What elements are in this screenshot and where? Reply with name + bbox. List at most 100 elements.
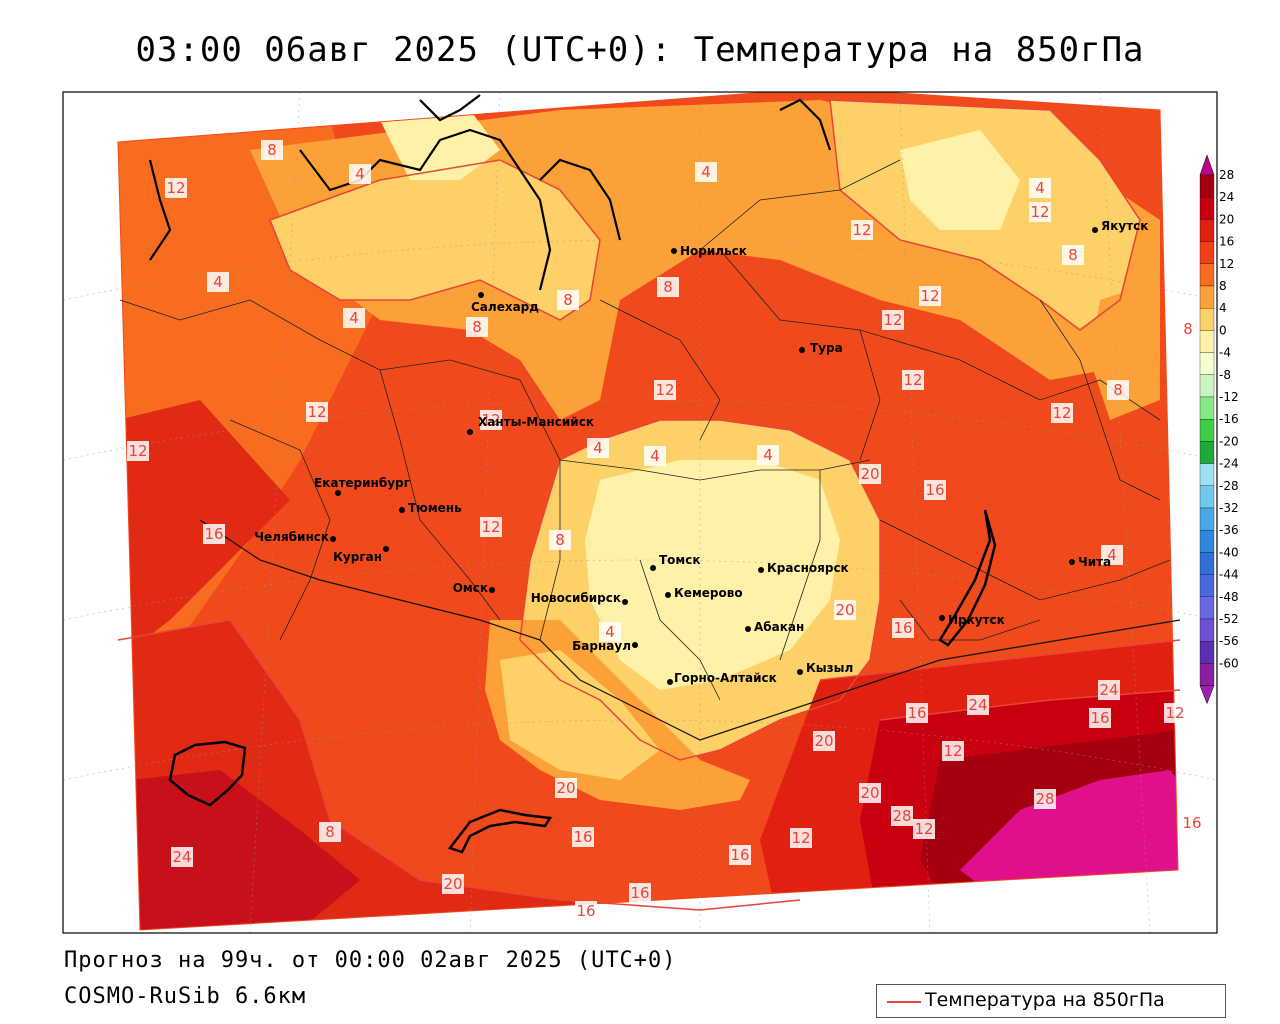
legend-label: Температура на 850гПа	[925, 989, 1165, 1011]
isotherm-label: 8	[267, 141, 277, 159]
colorbar-tick-label: -12	[1219, 390, 1239, 404]
isotherm-label: 12	[166, 179, 185, 197]
map-frame	[62, 91, 1218, 934]
city-label: Курган	[333, 550, 382, 564]
colorbar-tick-label: -8	[1219, 368, 1231, 382]
isotherm-label-bg	[557, 290, 579, 310]
isotherm-labels: 8 4 12 4 8 4 8 4 8 12 4 12 8 12 12 8 8 12 4 12 12 4 16 8 12 12 12 1…	[127, 140, 1203, 921]
isotherm-label: 8	[555, 531, 565, 549]
isotherm-label-bg	[859, 464, 881, 484]
isotherm-label-bg	[480, 517, 502, 537]
isotherm-label-bg	[1164, 703, 1186, 723]
isotherm-label-bg	[695, 162, 717, 182]
colorbar-tick-label: -48	[1219, 590, 1239, 604]
city-label: Тура	[810, 341, 843, 355]
isotherm-label-bg	[1098, 680, 1120, 700]
isotherm-label: 28	[1035, 790, 1054, 808]
isotherm-label: 12	[481, 411, 500, 429]
city-marker	[330, 536, 336, 542]
isotherm-label: 12	[883, 311, 902, 329]
isotherm-label-bg	[207, 272, 229, 292]
colorbar-swatch	[1199, 596, 1215, 620]
isotherm-label: 12	[1165, 704, 1184, 722]
colorbar-tick-label: -4	[1219, 346, 1231, 360]
city-label: Барнаул	[572, 639, 631, 653]
city-label: Чита	[1078, 555, 1111, 569]
isotherm-label-bg	[1107, 380, 1129, 400]
isotherm-label-bg	[892, 618, 914, 638]
isotherm-label: 20	[835, 601, 854, 619]
colorbar-bottom-arrow	[1199, 685, 1215, 705]
isotherm-label: 16	[204, 525, 223, 543]
city-label: Кызыл	[806, 661, 853, 675]
colorbar-tick-label: -20	[1219, 434, 1239, 448]
isotherm-label-bg	[1089, 708, 1111, 728]
isotherm-label-bg	[306, 402, 328, 422]
isotherm-label-bg	[599, 622, 621, 642]
isotherm-label: 24	[172, 848, 191, 866]
isotherm-label: 20	[860, 465, 879, 483]
colorbar-swatch	[1199, 663, 1215, 686]
city-label: Екатеринбург	[314, 476, 410, 490]
isotherm-label-bg	[575, 901, 597, 921]
colorbar-swatch	[1199, 530, 1215, 553]
colorbar-swatch	[1199, 197, 1215, 220]
field-north-4	[270, 160, 600, 320]
isotherm-label-bg	[1029, 178, 1051, 198]
isotherm-label: 12	[914, 820, 933, 838]
isotherm-label-bg	[349, 164, 371, 184]
field-east-12	[860, 330, 1170, 650]
colorbar-swatch	[1199, 241, 1215, 264]
colorbar-tick-label: 24	[1219, 190, 1234, 204]
colorbar-swatch	[1199, 507, 1215, 531]
city-marker	[622, 599, 628, 605]
isotherm-label-bg	[654, 380, 676, 400]
isotherm-label: 8	[325, 823, 335, 841]
city-marker	[745, 626, 751, 632]
city-marker	[799, 347, 805, 353]
isotherm-label-bg	[572, 827, 594, 847]
national-border	[199, 519, 1181, 741]
city-marker	[671, 248, 677, 254]
isotherm-label-bg	[171, 847, 193, 867]
isotherm-label: 12	[903, 371, 922, 389]
city-label: Новосибирск	[531, 591, 621, 605]
isotherm-label: 4	[650, 447, 660, 465]
colorbar-swatch	[1199, 174, 1215, 198]
colorbar-swatch	[1199, 285, 1215, 309]
city-label: Горно-Алтайск	[674, 671, 777, 685]
isotherm-label: 4	[355, 165, 365, 183]
isotherm-label: 20	[443, 875, 462, 893]
field-south-4	[500, 650, 660, 780]
isotherm-label-bg	[1034, 789, 1056, 809]
model-text: COSMO-RuSib 6.6км	[64, 984, 307, 1009]
isotherm-label: 4	[701, 163, 711, 181]
colorbar-swatch	[1199, 463, 1215, 486]
legend-line-swatch	[887, 1001, 921, 1003]
isotherm-label: 20	[860, 784, 879, 802]
city-marker	[665, 592, 671, 598]
colorbar-tick-label: -32	[1219, 501, 1239, 515]
colorbar-swatch	[1199, 219, 1215, 242]
isotherm-label-bg	[1051, 403, 1073, 423]
isotherm-label: 12	[943, 742, 962, 760]
isotherm-label: 8	[1183, 320, 1193, 338]
city-marker	[383, 546, 389, 552]
isotherm-label: 28	[892, 807, 911, 825]
colorbar-swatch	[1199, 374, 1215, 398]
isotherm-label: 4	[349, 309, 359, 327]
isotherm-label: 16	[907, 704, 926, 722]
aral-sea	[168, 740, 247, 807]
isotherm-label: 8	[1113, 381, 1123, 399]
city-label: Норильск	[680, 244, 747, 258]
colorbar-swatch	[1199, 441, 1215, 464]
isotherm-label: 8	[1068, 246, 1078, 264]
isotherm-label-bg	[555, 778, 577, 798]
colorbar-tick-label: 28	[1219, 168, 1234, 182]
colorbar-swatch	[1199, 641, 1215, 664]
city-marker	[1069, 559, 1075, 565]
isotherm-label-bg	[480, 410, 502, 430]
isotherm-label: 16	[573, 828, 592, 846]
isotherm-label-bg	[967, 695, 989, 715]
colorbar-tick-label: -16	[1219, 412, 1239, 426]
